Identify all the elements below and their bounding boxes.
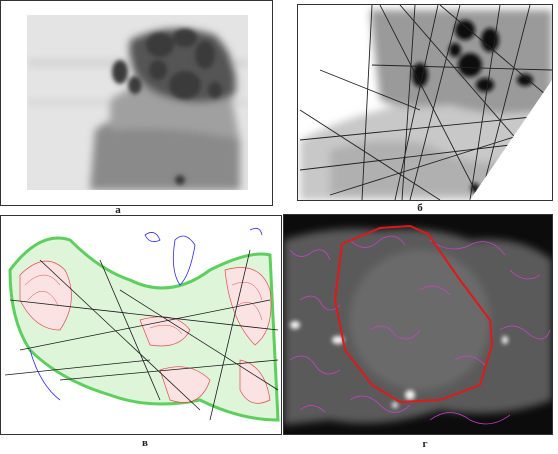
panel-b: б — [297, 4, 553, 214]
contour-map — [4, 227, 280, 422]
panel-a: а — [0, 0, 273, 216]
panel-label: в — [142, 437, 148, 449]
panel-label: б — [417, 202, 423, 214]
satellite-image — [284, 224, 552, 425]
panel-label: а — [115, 204, 121, 216]
density-image — [27, 15, 248, 190]
panel-g: г — [283, 214, 553, 450]
panel-label: г — [423, 438, 428, 450]
lineament-image — [299, 5, 552, 200]
panel-v: в — [0, 215, 282, 449]
